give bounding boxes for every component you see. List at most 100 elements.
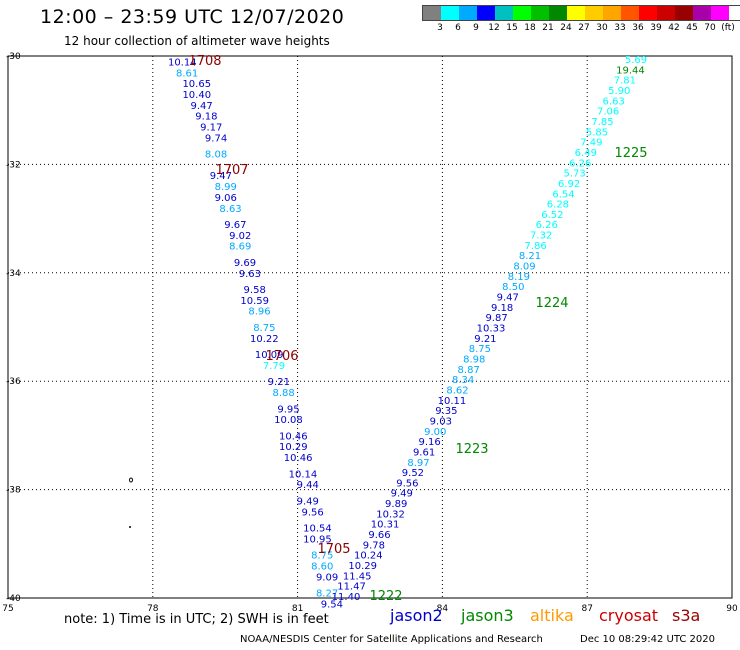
swh-point: 9.00 — [424, 427, 446, 438]
swh-point: 9.44 — [297, 480, 319, 491]
legend-swatch — [711, 6, 729, 20]
swh-point: 5.85 — [586, 127, 608, 138]
swh-point: 10.24 — [354, 551, 383, 562]
swh-point: 11.40 — [332, 592, 361, 603]
swh-point: 9.47 — [190, 101, 212, 112]
swh-point: 9.74 — [205, 133, 227, 144]
swh-point: 9.21 — [474, 334, 496, 345]
legend-swatch — [441, 6, 459, 20]
swh-point: 9.56 — [396, 478, 418, 489]
swh-point: 8.19 — [508, 272, 530, 283]
legend-label: 21 — [542, 23, 554, 33]
swh-point: 11.47 — [337, 582, 366, 593]
swh-point: 9.95 — [277, 404, 299, 415]
swh-point: 9.54 — [321, 599, 343, 610]
swh-point: 10.14 — [168, 57, 197, 68]
legend-label: 15 — [506, 23, 518, 33]
swh-point: 8.99 — [215, 182, 237, 193]
legend-swatch — [459, 6, 477, 20]
legend-color-bar — [422, 5, 740, 21]
swh-point: 7.49 — [580, 138, 602, 149]
legend-swatch — [675, 6, 693, 20]
legend-swatch — [693, 6, 711, 20]
swh-point: 5.73 — [564, 169, 586, 180]
swh-point: 8.75 — [253, 323, 275, 334]
legend-swatch — [621, 6, 639, 20]
swh-point: 6.49 — [575, 148, 597, 159]
swh-point: 9.87 — [485, 313, 507, 324]
swh-point: 10.11 — [438, 396, 467, 407]
swh-point: 10.31 — [371, 520, 400, 531]
swh-point: 8.61 — [176, 68, 198, 79]
swh-point: 10.22 — [250, 334, 279, 345]
swh-point: 9.47 — [210, 171, 232, 182]
swh-point: 8.69 — [229, 242, 251, 253]
swh-point: 10.29 — [279, 442, 308, 453]
swh-point: 8.75 — [311, 551, 333, 562]
swh-point: 9.17 — [200, 122, 222, 133]
legend-label: 45 — [686, 23, 698, 33]
x-tick-label: 78 — [147, 604, 159, 614]
pass-time-label: 1706 — [265, 349, 298, 364]
pass-time-label: 1705 — [317, 542, 350, 557]
legend-label: 33 — [614, 23, 626, 33]
legend-swatch — [657, 6, 675, 20]
swh-point: 8.21 — [519, 251, 541, 262]
swh-point: 7.06 — [597, 107, 619, 118]
x-tick-label: 81 — [292, 604, 303, 614]
swh-point: 10.54 — [303, 524, 332, 535]
swh-point: 9.06 — [215, 193, 237, 204]
legend-labels: 3 6 9 12 15 18 21 24 27 30 33 36 39 42 45 70 (ft) — [422, 23, 740, 35]
y-tick-label: -38 — [6, 486, 21, 496]
pass-time-label: 1708 — [188, 54, 221, 69]
legend-label: 70 — [704, 23, 716, 33]
legend-swatch — [477, 6, 495, 20]
swh-point: 6.28 — [547, 200, 569, 211]
legend-swatch — [549, 6, 567, 20]
swh-point: 10.29 — [348, 561, 377, 572]
swh-point: 5.69 — [625, 55, 647, 66]
swh-point: 6.26 — [569, 158, 591, 169]
legend-label: 27 — [578, 23, 590, 33]
footer-credit: NOAA/NESDIS Center for Satellite Applica… — [240, 634, 543, 645]
swh-point: 8.63 — [219, 204, 241, 215]
legend-label: 9 — [473, 23, 479, 33]
legend-label: 24 — [560, 23, 572, 33]
y-tick-label: -32 — [6, 160, 21, 170]
legend-swatch — [495, 6, 513, 20]
swh-point: 6.54 — [552, 189, 574, 200]
page-title: 12:00 – 23:59 UTC 12/07/2020 — [40, 6, 345, 28]
swh-point: 8.60 — [311, 561, 333, 572]
swh-point: 9.02 — [229, 231, 251, 242]
swh-point: 9.21 — [268, 377, 290, 388]
swh-point: 9.03 — [430, 416, 452, 427]
swh-point: 8.09 — [513, 262, 535, 273]
swh-point: 10.59 — [240, 296, 269, 307]
swh-point: 9.49 — [391, 489, 413, 500]
swh-point: 10.08 — [274, 415, 303, 426]
legend-label: 36 — [632, 23, 644, 33]
swh-point: 10.40 — [182, 90, 211, 101]
swh-point: 10.95 — [303, 534, 332, 545]
y-tick-label: -36 — [6, 377, 21, 387]
swh-point: 9.63 — [239, 269, 261, 280]
swh-point: 9.66 — [368, 530, 390, 541]
footer-timestamp: Dec 10 08:29:42 UTC 2020 — [580, 634, 715, 645]
x-tick-label: 90 — [726, 604, 738, 614]
swh-point: 9.09 — [316, 572, 338, 583]
legend-swatch — [513, 6, 531, 20]
legend-label: (ft) — [721, 23, 735, 33]
x-tick-label: 75 — [2, 604, 13, 614]
satellite-jason3: jason3 — [461, 606, 514, 625]
swh-point: 8.98 — [463, 354, 485, 365]
legend-swatch — [531, 6, 549, 20]
swh-point: 8.34 — [452, 375, 474, 386]
swh-point: 9.35 — [435, 406, 457, 417]
legend-swatch — [585, 6, 603, 20]
swh-point: 5.90 — [608, 86, 630, 97]
legend-label: 6 — [455, 23, 461, 33]
swh-point: 10.46 — [284, 453, 313, 464]
legend-swatch — [603, 6, 621, 20]
satellite-jason2: jason2 — [390, 606, 443, 625]
swh-point: 9.78 — [363, 540, 385, 551]
